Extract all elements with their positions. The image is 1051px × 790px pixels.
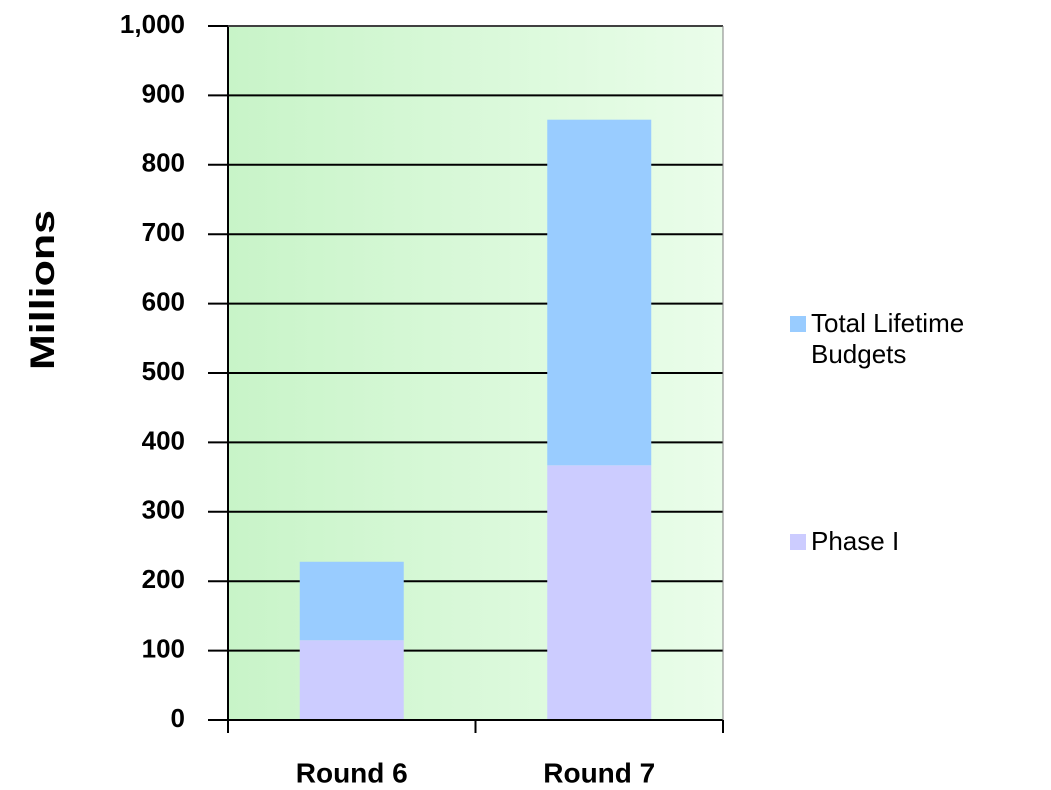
bar-segment [299,640,404,720]
x-tick-label: Round 6 [296,757,408,788]
y-tick-label: 800 [142,148,185,178]
y-axis-label: Millions [24,210,62,370]
bar-segment [547,119,652,466]
legend-label: Total Lifetime Budgets [811,308,965,369]
legend-swatch [790,316,806,332]
legend-label: Phase I [811,526,900,556]
y-tick-label: 1,000 [120,9,185,39]
legend-swatch [790,534,806,550]
y-tick-label: 300 [142,495,185,525]
y-tick-label: 500 [142,356,185,386]
bar-segment [299,561,404,641]
y-tick-label: 0 [171,703,185,733]
x-tick-label: Round 7 [543,757,655,788]
y-tick-label: 400 [142,425,185,455]
y-tick-label: 100 [142,633,185,663]
y-tick-label: 700 [142,217,185,247]
y-tick-label: 900 [142,78,185,108]
y-tick-label: 200 [142,564,185,594]
y-tick-label: 600 [142,286,185,316]
bar-segment [547,465,652,720]
